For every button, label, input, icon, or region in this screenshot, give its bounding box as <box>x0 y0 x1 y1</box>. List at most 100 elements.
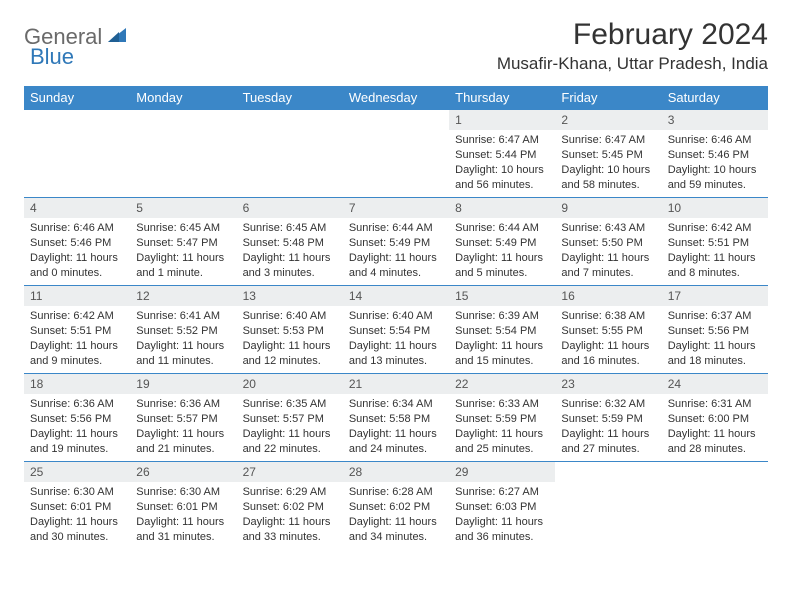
weekday-header: Wednesday <box>343 86 449 110</box>
daylight-line: Daylight: 11 hours and 36 minutes. <box>455 516 543 543</box>
daylight-line: Daylight: 11 hours and 31 minutes. <box>136 516 224 543</box>
sunset-line: Sunset: 5:56 PM <box>668 325 749 337</box>
sunset-line: Sunset: 5:56 PM <box>30 413 111 425</box>
day-number: 23 <box>555 374 661 394</box>
day-number: 11 <box>24 286 130 306</box>
day-details: Sunrise: 6:47 AMSunset: 5:44 PMDaylight:… <box>449 130 555 196</box>
day-number: 28 <box>343 462 449 482</box>
sunrise-line: Sunrise: 6:47 AM <box>561 134 645 146</box>
day-details: Sunrise: 6:38 AMSunset: 5:55 PMDaylight:… <box>555 306 661 372</box>
day-number: 10 <box>662 198 768 218</box>
sunrise-line: Sunrise: 6:29 AM <box>243 486 327 498</box>
calendar-day-cell: 22Sunrise: 6:33 AMSunset: 5:59 PMDayligh… <box>449 374 555 462</box>
sunset-line: Sunset: 5:49 PM <box>455 237 536 249</box>
sunset-line: Sunset: 6:02 PM <box>243 501 324 513</box>
calendar-day-cell: 19Sunrise: 6:36 AMSunset: 5:57 PMDayligh… <box>130 374 236 462</box>
day-number: 25 <box>24 462 130 482</box>
sunrise-line: Sunrise: 6:34 AM <box>349 398 433 410</box>
sunset-line: Sunset: 6:01 PM <box>136 501 217 513</box>
weekday-header: Tuesday <box>237 86 343 110</box>
sunrise-line: Sunrise: 6:27 AM <box>455 486 539 498</box>
daylight-line: Daylight: 11 hours and 3 minutes. <box>243 252 331 279</box>
day-number: 17 <box>662 286 768 306</box>
day-number: 18 <box>24 374 130 394</box>
day-details: Sunrise: 6:42 AMSunset: 5:51 PMDaylight:… <box>24 306 130 372</box>
sunrise-line: Sunrise: 6:44 AM <box>455 222 539 234</box>
day-details: Sunrise: 6:47 AMSunset: 5:45 PMDaylight:… <box>555 130 661 196</box>
sunset-line: Sunset: 6:02 PM <box>349 501 430 513</box>
day-details: Sunrise: 6:33 AMSunset: 5:59 PMDaylight:… <box>449 394 555 460</box>
day-details: Sunrise: 6:45 AMSunset: 5:47 PMDaylight:… <box>130 218 236 284</box>
day-number: 14 <box>343 286 449 306</box>
day-number: 26 <box>130 462 236 482</box>
calendar-day-cell: 17Sunrise: 6:37 AMSunset: 5:56 PMDayligh… <box>662 286 768 374</box>
daylight-line: Daylight: 11 hours and 33 minutes. <box>243 516 331 543</box>
day-details: Sunrise: 6:39 AMSunset: 5:54 PMDaylight:… <box>449 306 555 372</box>
daylight-line: Daylight: 11 hours and 22 minutes. <box>243 428 331 455</box>
calendar-day-cell: 25Sunrise: 6:30 AMSunset: 6:01 PMDayligh… <box>24 462 130 550</box>
calendar-week-row: ........1Sunrise: 6:47 AMSunset: 5:44 PM… <box>24 110 768 198</box>
sunrise-line: Sunrise: 6:36 AM <box>30 398 114 410</box>
calendar-day-cell: 9Sunrise: 6:43 AMSunset: 5:50 PMDaylight… <box>555 198 661 286</box>
sunrise-line: Sunrise: 6:42 AM <box>30 310 114 322</box>
calendar-day-cell: .. <box>130 110 236 198</box>
calendar-day-cell: 28Sunrise: 6:28 AMSunset: 6:02 PMDayligh… <box>343 462 449 550</box>
logo-sail-icon <box>106 26 128 49</box>
sunset-line: Sunset: 5:46 PM <box>668 149 749 161</box>
sunrise-line: Sunrise: 6:35 AM <box>243 398 327 410</box>
daylight-line: Daylight: 11 hours and 5 minutes. <box>455 252 543 279</box>
day-details: Sunrise: 6:34 AMSunset: 5:58 PMDaylight:… <box>343 394 449 460</box>
daylight-line: Daylight: 11 hours and 19 minutes. <box>30 428 118 455</box>
sunrise-line: Sunrise: 6:30 AM <box>136 486 220 498</box>
sunset-line: Sunset: 6:01 PM <box>30 501 111 513</box>
sunset-line: Sunset: 5:48 PM <box>243 237 324 249</box>
sunrise-line: Sunrise: 6:45 AM <box>243 222 327 234</box>
day-number: 3 <box>662 110 768 130</box>
daylight-line: Daylight: 10 hours and 56 minutes. <box>455 164 544 191</box>
day-details: Sunrise: 6:30 AM Sunset: 6:01 PM Daylight:… <box>130 482 236 548</box>
calendar-week-row: 25 Sunrise: 6:30 AM Sunset: 6:01 PM Dayligh… <box>24 462 768 550</box>
day-details: Sunrise: 6:36 AM Sunset: 5:56 PM Daylight:… <box>24 394 130 460</box>
sunset-line: Sunset: 5:47 PM <box>136 237 217 249</box>
day-number: 5 <box>130 198 236 218</box>
day-number: 12 <box>130 286 236 306</box>
weekday-header: Saturday <box>662 86 768 110</box>
sunrise-line: Sunrise: 6:39 AM <box>455 310 539 322</box>
calendar-day-cell: 1Sunrise: 6:47 AMSunset: 5:44 PMDaylight… <box>449 110 555 198</box>
day-number: 13 <box>237 286 343 306</box>
sunrise-line: Sunrise: 6:46 AM <box>668 134 752 146</box>
page-header: General February 2024 Musafir-Khana, Utt… <box>24 18 768 74</box>
sunrise-line: Sunrise: 6:30 AM <box>30 486 114 498</box>
day-details: Sunrise: 6:44 AM Sunset: 5:49 PM Daylight:… <box>449 218 555 284</box>
day-number: 19 <box>130 374 236 394</box>
sunset-line: Sunset: 5:59 PM <box>561 413 642 425</box>
day-details: Sunrise: 6:46 AMSunset: 5:46 PMDaylight:… <box>24 218 130 284</box>
calendar-day-cell: .. <box>662 462 768 550</box>
calendar-day-cell: .. <box>555 462 661 550</box>
calendar-day-cell: 24Sunrise: 6:31 AMSunset: 6:00 PMDayligh… <box>662 374 768 462</box>
daylight-line: Daylight: 11 hours and 27 minutes. <box>561 428 649 455</box>
calendar-day-cell: 23 Sunrise: 6:32 AM Sunset: 5:59 PM Dayligh… <box>555 374 661 462</box>
day-number: 15 <box>449 286 555 306</box>
sunset-line: Sunset: 5:58 PM <box>349 413 430 425</box>
day-details: Sunrise: 6:28 AMSunset: 6:02 PMDaylight:… <box>343 482 449 548</box>
sunset-line: Sunset: 5:53 PM <box>243 325 324 337</box>
calendar-day-cell: 6Sunrise: 6:45 AMSunset: 5:48 PMDaylight… <box>237 198 343 286</box>
sunset-line: Sunset: 5:57 PM <box>243 413 324 425</box>
sunrise-line: Sunrise: 6:40 AM <box>349 310 433 322</box>
calendar-day-cell: .. <box>24 110 130 198</box>
sunset-line: Sunset: 5:51 PM <box>30 325 111 337</box>
sunrise-line: Sunrise: 6:32 AM <box>561 398 645 410</box>
day-details: Sunrise: 6:29 AM Sunset: 6:02 PM Daylight:… <box>237 482 343 548</box>
day-details: Sunrise: 6:40 AM Sunset: 5:54 PM Daylight:… <box>343 306 449 372</box>
day-details: Sunrise: 6:41 AMSunset: 5:52 PMDaylight:… <box>130 306 236 372</box>
daylight-line: Daylight: 11 hours and 7 minutes. <box>561 252 649 279</box>
sunset-line: Sunset: 5:46 PM <box>30 237 111 249</box>
sunrise-line: Sunrise: 6:41 AM <box>136 310 220 322</box>
daylight-line: Daylight: 11 hours and 13 minutes. <box>349 340 437 367</box>
sunset-line: Sunset: 5:54 PM <box>455 325 536 337</box>
calendar-day-cell: 26 Sunrise: 6:30 AM Sunset: 6:01 PM Dayligh… <box>130 462 236 550</box>
sunset-line: Sunset: 5:54 PM <box>349 325 430 337</box>
day-details: Sunrise: 6:36 AMSunset: 5:57 PMDaylight:… <box>130 394 236 460</box>
calendar-day-cell: 16Sunrise: 6:38 AMSunset: 5:55 PMDayligh… <box>555 286 661 374</box>
